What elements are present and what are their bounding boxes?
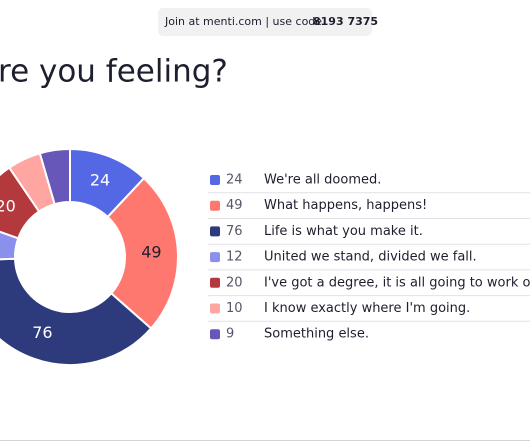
legend: 24 We're all doomed. 49 What happens, happe…: [208, 173, 530, 342]
legend-value: 49: [226, 198, 243, 213]
legend-swatch: [210, 277, 220, 288]
legend-label: I've got a degree, it is all going to wo…: [264, 275, 530, 290]
legend-label: We're all doomed.: [264, 173, 381, 188]
legend-value: 76: [226, 224, 243, 239]
join-pill: [158, 8, 372, 36]
donut-slice: [0, 230, 20, 261]
legend-label: What happens, happens!: [264, 198, 427, 213]
legend-value: 10: [226, 301, 243, 316]
legend-swatch: [210, 226, 220, 237]
legend-value: 9: [226, 327, 234, 342]
slice-label: 20: [0, 197, 16, 216]
question-title: re you feeling?: [0, 54, 228, 90]
legend-label: Life is what you make it.: [264, 224, 423, 239]
slice-label: 24: [90, 171, 110, 190]
join-code: 8193 7375: [313, 15, 378, 28]
legend-swatch: [210, 175, 220, 185]
legend-label: I know exactly where I'm going.: [264, 301, 470, 316]
legend-value: 20: [226, 275, 243, 290]
legend-label: United we stand, divided we fall.: [264, 250, 477, 265]
donut-slice: [0, 257, 153, 366]
legend-label: Something else.: [264, 327, 369, 342]
legend-swatch: [210, 252, 220, 263]
legend-swatch: [210, 329, 220, 340]
legend-swatch: [210, 200, 220, 211]
donut-slice: [38, 147, 71, 206]
donut-slice: [106, 176, 179, 330]
legend-value: 12: [226, 250, 243, 265]
legend-swatch: [210, 303, 220, 314]
slice-label: 49: [141, 243, 161, 262]
slice-label: 76: [32, 323, 52, 342]
legend-value: 24: [226, 173, 243, 188]
donut: 24 49 76 20: [0, 147, 179, 366]
join-text: Join at menti.com | use code: [164, 15, 322, 28]
